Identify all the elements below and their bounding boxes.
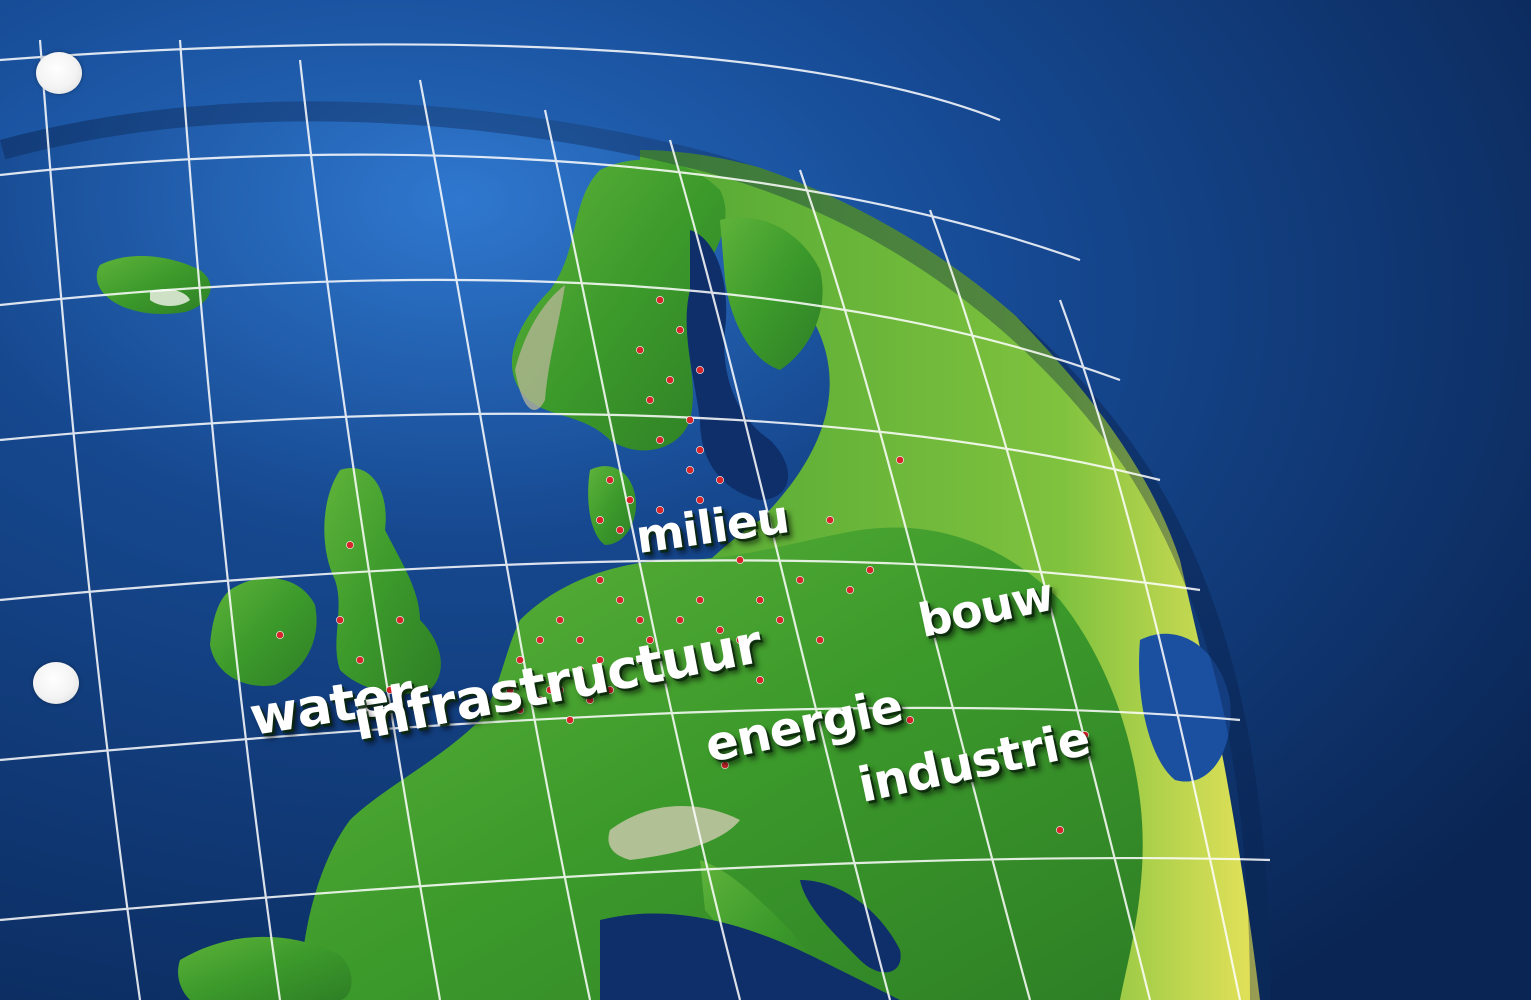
grid-longitude-line — [298, 59, 442, 1000]
grid-longitude-line — [1058, 299, 1242, 1000]
location-marker — [666, 376, 674, 384]
location-marker — [796, 576, 804, 584]
location-marker — [516, 656, 524, 664]
location-marker — [636, 656, 644, 664]
grid-longitude-line — [418, 79, 592, 1000]
great-britain — [324, 468, 441, 694]
baltic-sea — [686, 230, 789, 500]
location-marker — [536, 636, 544, 644]
alps — [608, 806, 740, 860]
location-marker — [596, 656, 604, 664]
location-marker — [896, 456, 904, 464]
grid-longitude-line — [178, 39, 282, 1000]
grid-latitude-line — [0, 856, 1271, 922]
location-marker — [626, 496, 634, 504]
location-marker — [656, 506, 664, 514]
grid-latitude-line — [0, 559, 1201, 602]
location-marker — [686, 466, 694, 474]
location-marker — [606, 686, 614, 694]
location-marker — [816, 636, 824, 644]
location-marker — [736, 636, 744, 644]
location-marker — [606, 476, 614, 484]
location-marker — [736, 556, 744, 564]
location-marker — [576, 666, 584, 674]
grid-longitude-line — [798, 169, 1032, 1000]
lat-long-grid — [0, 39, 1271, 1000]
location-marker — [556, 686, 564, 694]
location-marker — [721, 761, 729, 769]
adriatic-sea — [800, 880, 901, 973]
location-marker — [676, 616, 684, 624]
location-marker — [686, 416, 694, 424]
location-marker — [756, 596, 764, 604]
location-marker — [556, 616, 564, 624]
grid-latitude-line — [0, 153, 1081, 262]
grid-longitude-line — [928, 209, 1152, 1000]
location-marker — [846, 586, 854, 594]
location-marker — [1056, 826, 1064, 834]
location-marker — [596, 576, 604, 584]
location-marker — [776, 616, 784, 624]
grid-longitude-line — [38, 39, 142, 1000]
location-marker — [696, 596, 704, 604]
location-marker — [636, 616, 644, 624]
location-marker — [616, 596, 624, 604]
black-sea — [1139, 633, 1231, 782]
location-marker — [616, 526, 624, 534]
grid-latitude-line — [0, 706, 1241, 762]
location-marker — [686, 656, 694, 664]
location-marker — [506, 686, 514, 694]
location-marker — [676, 326, 684, 334]
location-marker — [756, 676, 764, 684]
location-marker — [696, 366, 704, 374]
binder-hole-bottom — [33, 662, 79, 704]
location-marker — [716, 476, 724, 484]
location-marker — [866, 566, 874, 574]
location-marker — [596, 516, 604, 524]
location-marker — [346, 541, 354, 549]
location-marker — [536, 696, 544, 704]
location-marker — [546, 686, 554, 694]
grid-latitude-line — [0, 43, 1001, 122]
location-marker — [356, 656, 364, 664]
location-marker — [336, 616, 344, 624]
location-marker — [526, 676, 534, 684]
location-marker — [656, 436, 664, 444]
location-marker — [276, 631, 284, 639]
iceland-glacier — [150, 289, 190, 306]
norway-mountains — [515, 285, 565, 410]
location-marker — [656, 676, 664, 684]
location-marker — [386, 686, 394, 694]
location-marker — [576, 636, 584, 644]
location-marker — [696, 496, 704, 504]
location-marker — [566, 716, 574, 724]
location-marker — [716, 626, 724, 634]
grid-latitude-line — [0, 278, 1121, 382]
location-marker — [646, 636, 654, 644]
location-marker — [396, 616, 404, 624]
location-marker — [826, 516, 834, 524]
iberian-peninsula — [178, 936, 352, 1000]
location-marker — [516, 706, 524, 714]
finland — [720, 217, 823, 370]
binder-hole-top — [36, 52, 82, 94]
location-marker — [586, 696, 594, 704]
grid-longitude-line — [668, 139, 892, 1000]
grid-latitude-line — [0, 412, 1161, 482]
location-marker — [1081, 731, 1089, 739]
location-markers — [276, 296, 1089, 834]
grid-longitude-line — [543, 109, 742, 1000]
location-marker — [696, 446, 704, 454]
location-marker — [636, 346, 644, 354]
mediterranean-sea — [600, 913, 900, 1000]
location-marker — [656, 296, 664, 304]
location-marker — [906, 716, 914, 724]
location-marker — [646, 396, 654, 404]
